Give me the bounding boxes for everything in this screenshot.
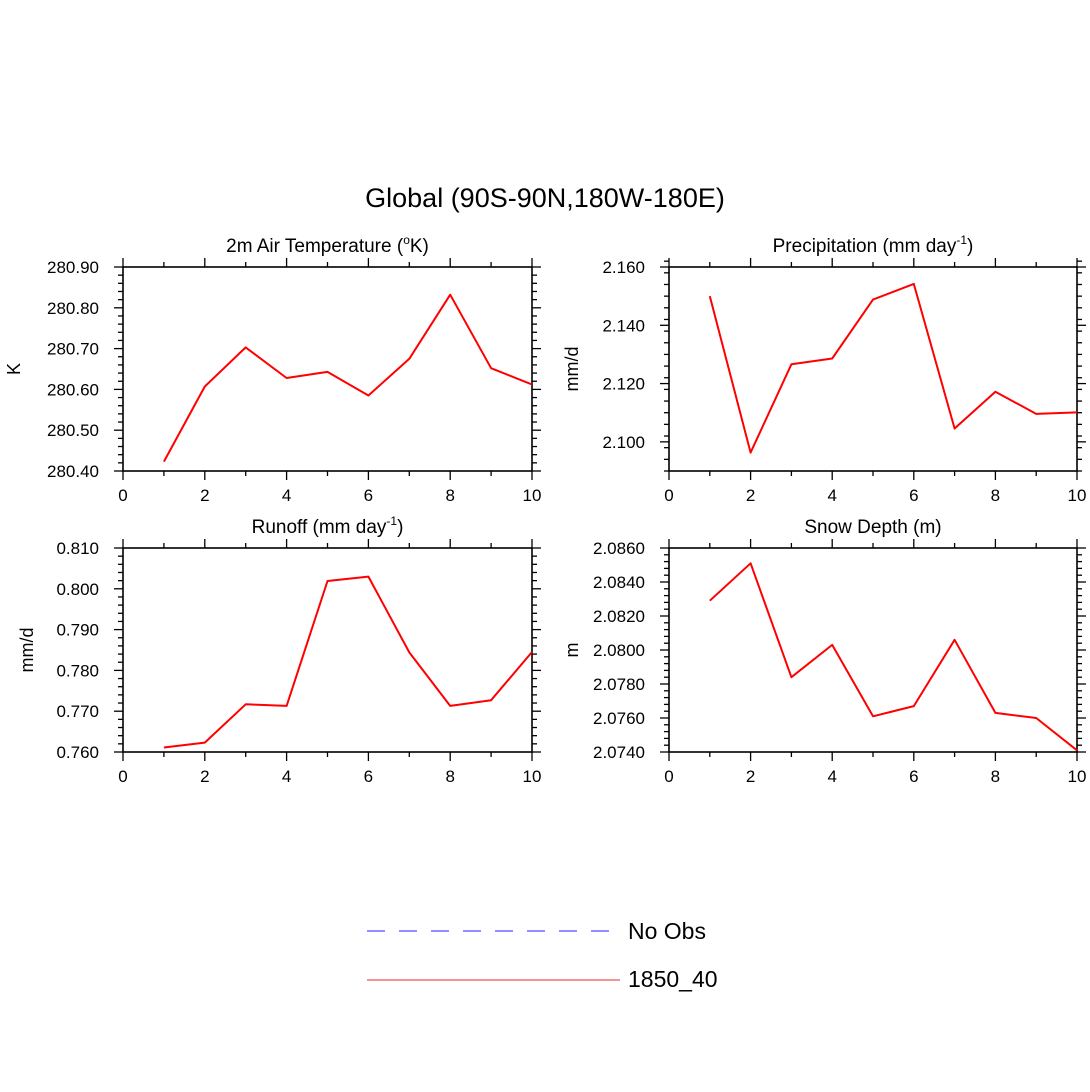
panels: 0 2 4 6 8 10280.40280.50280.60280.70280.80280…: [4, 233, 1086, 786]
panel-title-superscript: o: [403, 233, 410, 247]
y-axis-label: mm/d: [562, 347, 582, 392]
x-tick-label: 0: [664, 486, 673, 505]
x-tick-label: 4: [282, 486, 291, 505]
series-line-1850_40: [163, 575, 533, 749]
chart-panel-4: 0 2 4 6 8 10 2.0740 2.0760 2.0780 2.0800 2.0820 2.0…: [562, 517, 1086, 786]
legend-series-label: 1850_40: [628, 966, 718, 992]
panel-title-superscript: -1: [386, 514, 397, 528]
x-tick-label: 6: [364, 767, 373, 786]
panel-title-main: Snow Depth (m): [804, 517, 941, 538]
panel-title: Precipitation (mm day-1): [773, 233, 974, 257]
y-tick-label: 0.790: [56, 621, 99, 640]
x-tick-label: 6: [909, 486, 918, 505]
y-tick-label: 2.0780: [593, 675, 645, 694]
x-tick-label: 8: [445, 767, 454, 786]
y-tick-label: 0.770: [56, 702, 99, 721]
y-axis-label: m: [562, 643, 582, 658]
x-tick-label: 0: [118, 767, 127, 786]
panel-title-superscript: -1: [956, 233, 967, 247]
x-tick-label: 8: [991, 767, 1000, 786]
x-tick-label: 0: [664, 767, 673, 786]
panel-title-end: ): [397, 517, 403, 538]
panel-title-main: Precipitation (mm day: [773, 236, 957, 257]
series-line-1850_40: [708, 282, 1078, 454]
panel-title-main: Runoff (mm day: [252, 517, 387, 538]
y-axis-label: K: [4, 363, 24, 375]
y-tick-label: 280.90: [47, 258, 99, 277]
plot-frame: [122, 266, 533, 472]
main-title: Global (90S-90N,180W-180E): [365, 183, 725, 213]
y-tick-label: 2.0840: [593, 573, 645, 592]
y-tick-label: 2.0740: [593, 743, 645, 762]
y-tick-label: 2.140: [602, 316, 645, 335]
y-tick-label: 0.810: [56, 539, 99, 558]
plot-frame: [122, 547, 533, 753]
y-tick-label: 2.120: [602, 375, 645, 394]
y-tick-label: 280.50: [47, 421, 99, 440]
x-tick-label: 10: [523, 767, 542, 786]
chart-panel-2: 0 2 4 6 8 10 2.100 2.120 2.140 2.160 Precipitation…: [562, 233, 1086, 505]
panel-title: 2m Air Temperature (oK): [226, 233, 429, 257]
panel-title: Snow Depth (m): [804, 517, 941, 538]
y-tick-label: 280.80: [47, 299, 99, 318]
x-tick-label: 8: [991, 486, 1000, 505]
y-tick-label: 2.0800: [593, 641, 645, 660]
y-tick-label: 2.0760: [593, 709, 645, 728]
y-tick-label: 2.160: [602, 258, 645, 277]
series-line-1850_40: [709, 562, 1078, 752]
x-tick-label: 6: [909, 767, 918, 786]
x-tick-label: 2: [200, 486, 209, 505]
y-axis-label: mm/d: [17, 628, 37, 673]
plot-frame: [668, 547, 1078, 753]
y-tick-label: 2.100: [602, 433, 645, 452]
chart-panel-3: 0 2 4 6 8 10 0.760 0.770 0.780 0.790 0.800 0.810 Run…: [17, 514, 541, 786]
panel-title-end: ): [967, 236, 973, 257]
y-tick-label: 280.60: [47, 380, 99, 399]
x-tick-label: 2: [200, 767, 209, 786]
panel-title-end: K): [410, 236, 429, 257]
legend-no-obs-label: No Obs: [628, 918, 706, 944]
y-tick-label: 2.0860: [593, 539, 645, 558]
series-line-1850_40: [163, 293, 533, 463]
x-tick-label: 2: [746, 767, 755, 786]
y-tick-label: 2.0820: [593, 607, 645, 626]
x-tick-label: 8: [445, 486, 454, 505]
x-tick-label: 10: [523, 486, 542, 505]
panel-title: Runoff (mm day-1): [252, 514, 404, 538]
x-tick-label: 10: [1068, 486, 1087, 505]
x-tick-label: 4: [827, 486, 836, 505]
x-tick-label: 0: [118, 486, 127, 505]
x-tick-label: 2: [746, 486, 755, 505]
x-tick-label: 10: [1068, 767, 1087, 786]
panel-title-main: 2m Air Temperature (: [226, 236, 404, 257]
legend: No Obs 1850_40: [367, 918, 718, 992]
y-tick-label: 0.760: [56, 743, 99, 762]
plot-frame: [668, 266, 1078, 472]
y-tick-label: 0.780: [56, 661, 99, 680]
x-tick-label: 4: [827, 767, 836, 786]
y-tick-label: 280.70: [47, 340, 99, 359]
chart-panel-1: 0 2 4 6 8 10 280.40 280.50 280.60 280.70 280.80 280…: [4, 233, 541, 505]
y-tick-label: 280.40: [47, 462, 99, 481]
x-tick-label: 6: [364, 486, 373, 505]
x-tick-label: 4: [282, 767, 291, 786]
y-tick-label: 0.800: [56, 580, 99, 599]
